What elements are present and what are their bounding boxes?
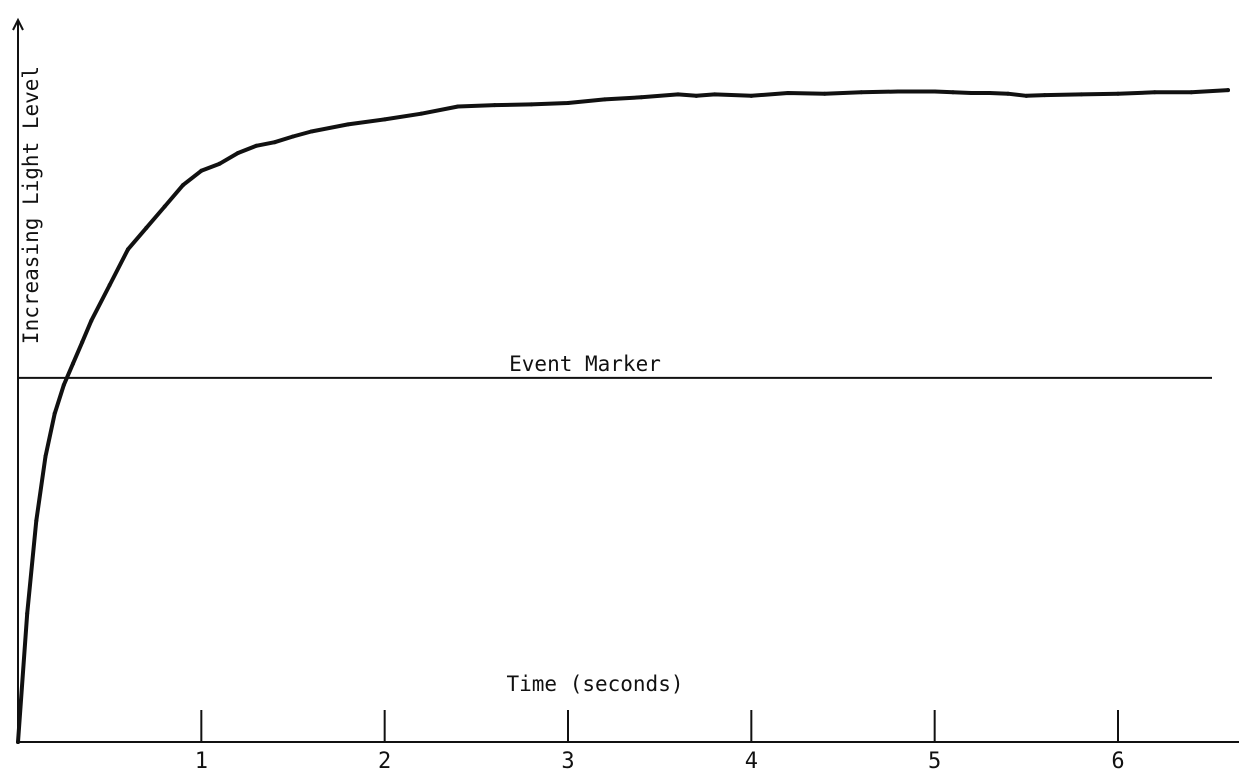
series-point	[951, 90, 955, 95]
series-point	[34, 518, 39, 523]
series-point	[43, 454, 48, 459]
series-point	[859, 90, 864, 95]
series-point	[144, 225, 149, 230]
series-point	[987, 90, 992, 95]
series-point	[236, 150, 240, 155]
series-point	[1152, 90, 1157, 95]
series-point	[492, 103, 497, 108]
series-point	[1079, 92, 1084, 97]
series-point	[694, 93, 699, 98]
series-point	[969, 90, 974, 95]
series-point	[1006, 91, 1010, 96]
series-point	[1042, 93, 1047, 98]
series-point	[382, 117, 387, 122]
x-tick-label-6: 6	[1111, 749, 1124, 774]
x-tick-label-1: 1	[195, 749, 208, 774]
series-point	[1226, 88, 1230, 93]
series-point	[52, 411, 57, 416]
x-axis-title: Time (seconds)	[506, 672, 683, 696]
axes	[12, 17, 1239, 743]
series-point	[89, 318, 94, 323]
series-point	[199, 168, 204, 173]
series-point	[932, 89, 937, 94]
series-point	[107, 283, 112, 288]
series-point	[456, 104, 460, 109]
series-point	[712, 92, 717, 97]
series-point	[272, 140, 277, 145]
series-point	[254, 143, 259, 148]
series-point	[61, 383, 66, 387]
series-point	[419, 111, 424, 116]
series-point	[126, 247, 130, 252]
series-point	[181, 183, 185, 188]
series-point	[162, 204, 167, 209]
series-point	[71, 361, 75, 366]
series-point	[529, 102, 534, 107]
event-marker-label: Event Marker	[509, 352, 661, 376]
y-axis-title: Increasing Light Level	[19, 66, 43, 344]
x-tick-label-3: 3	[561, 749, 574, 774]
series-line	[16, 88, 1230, 744]
series-point	[1116, 91, 1120, 96]
series-point	[346, 122, 350, 127]
series-point	[309, 129, 314, 134]
series-point	[25, 611, 30, 616]
series-point	[676, 92, 680, 97]
series-point	[1189, 90, 1194, 95]
x-ticks: 1 2 3 4 5 6	[195, 710, 1125, 774]
x-tick-label-5: 5	[928, 749, 941, 774]
series-point	[822, 91, 827, 96]
x-tick-label-2: 2	[378, 749, 391, 774]
x-tick-label-4: 4	[745, 749, 758, 774]
series-point	[16, 740, 20, 744]
series-point	[566, 100, 570, 105]
y-axis-arrow-icon	[12, 17, 24, 31]
series-point	[749, 93, 754, 98]
series-point	[291, 134, 295, 139]
series-point	[1024, 93, 1029, 98]
series-point	[602, 97, 607, 102]
series-point	[896, 89, 900, 94]
series-point	[786, 90, 790, 95]
series-point	[639, 95, 644, 100]
series-point	[80, 340, 85, 345]
series-point	[217, 161, 222, 166]
series-points	[16, 88, 1230, 744]
